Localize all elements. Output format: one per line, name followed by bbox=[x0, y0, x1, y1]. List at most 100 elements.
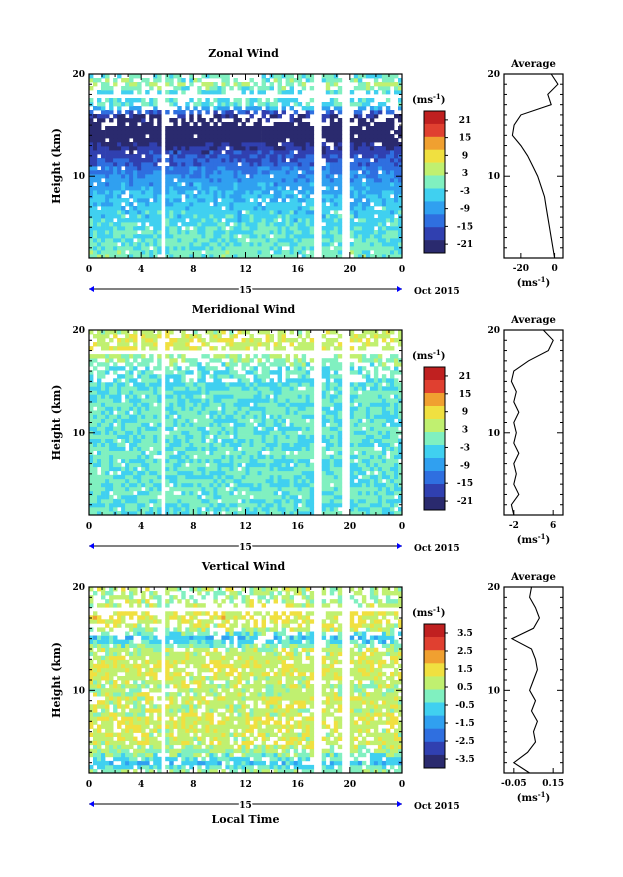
heatmap-cell bbox=[362, 186, 366, 190]
heatmap-cell bbox=[173, 126, 177, 130]
heatmap-cell bbox=[117, 142, 121, 146]
heatmap-cell bbox=[242, 471, 246, 475]
heatmap-cell bbox=[234, 354, 238, 358]
heatmap-cell bbox=[185, 182, 189, 186]
heatmap-cell bbox=[105, 447, 109, 451]
heatmap-cell bbox=[137, 459, 141, 463]
heatmap-cell bbox=[217, 214, 221, 218]
heatmap-cell bbox=[254, 82, 258, 86]
heatmap-cell bbox=[97, 202, 101, 206]
heatmap-cell bbox=[97, 394, 101, 398]
heatmap-cell bbox=[225, 394, 229, 398]
heatmap-cell bbox=[394, 182, 398, 186]
heatmap-cell bbox=[282, 218, 286, 222]
heatmap-cell bbox=[221, 431, 225, 435]
heatmap-cell bbox=[145, 190, 149, 194]
heatmap-cell bbox=[177, 346, 181, 350]
heatmap-cell bbox=[125, 491, 129, 495]
heatmap-cell bbox=[89, 467, 93, 471]
heatmap-cell bbox=[177, 447, 181, 451]
heatmap-cell bbox=[370, 178, 374, 182]
heatmap-cell bbox=[117, 246, 121, 250]
heatmap-cell bbox=[266, 346, 270, 350]
heatmap-cell bbox=[105, 246, 109, 250]
heatmap-cell bbox=[209, 487, 213, 491]
heatmap-cell bbox=[370, 214, 374, 218]
heatmap-cell bbox=[338, 238, 342, 242]
heatmap-cell bbox=[270, 162, 274, 166]
heatmap-cell bbox=[201, 202, 205, 206]
heatmap-cell bbox=[374, 210, 378, 214]
heatmap-cell bbox=[105, 394, 109, 398]
heatmap-cell bbox=[185, 410, 189, 414]
heatmap-cell bbox=[117, 483, 121, 487]
heatmap-cell bbox=[378, 122, 382, 126]
heatmap-cell bbox=[394, 90, 398, 94]
heatmap-cell bbox=[105, 114, 109, 118]
heatmap-cell bbox=[394, 222, 398, 226]
heatmap-cell bbox=[246, 398, 250, 402]
heatmap-cell bbox=[201, 471, 205, 475]
heatmap-cell bbox=[213, 423, 217, 427]
heatmap-cell bbox=[270, 459, 274, 463]
heatmap-cell bbox=[225, 246, 229, 250]
heatmap-cell bbox=[217, 374, 221, 378]
heatmap-cell bbox=[141, 186, 145, 190]
heatmap-cell bbox=[169, 150, 173, 154]
heatmap-cell bbox=[193, 198, 197, 202]
heatmap-cell bbox=[290, 471, 294, 475]
heatmap-cell bbox=[229, 218, 233, 222]
heatmap-cell bbox=[165, 479, 169, 483]
heatmap-cell bbox=[209, 102, 213, 106]
heatmap-cell bbox=[109, 178, 113, 182]
heatmap-cell bbox=[197, 126, 201, 130]
heatmap-cell bbox=[290, 218, 294, 222]
heatmap-cell bbox=[185, 439, 189, 443]
heatmap-cell bbox=[234, 250, 238, 254]
heatmap-cell bbox=[286, 402, 290, 406]
heatmap-cell bbox=[125, 431, 129, 435]
heatmap-cell bbox=[149, 390, 153, 394]
heatmap-cell bbox=[254, 158, 258, 162]
heatmap-cell bbox=[306, 150, 310, 154]
heatmap-cell bbox=[145, 374, 149, 378]
heatmap-cell bbox=[258, 98, 262, 102]
heatmap-cell bbox=[157, 358, 161, 362]
heatmap-cell bbox=[374, 154, 378, 158]
heatmap-cell bbox=[149, 398, 153, 402]
heatmap-cell bbox=[149, 110, 153, 114]
heatmap-cell bbox=[286, 390, 290, 394]
heatmap-cell bbox=[141, 166, 145, 170]
heatmap-cell bbox=[310, 142, 314, 146]
heatmap-cell bbox=[282, 250, 286, 254]
heatmap-cell bbox=[274, 406, 278, 410]
heatmap-cell bbox=[290, 78, 294, 82]
heatmap-cell bbox=[173, 202, 177, 206]
heatmap-cell bbox=[306, 138, 310, 142]
heatmap-cell bbox=[125, 198, 129, 202]
heatmap-cell bbox=[238, 166, 242, 170]
heatmap-cell bbox=[213, 406, 217, 410]
heatmap-cell bbox=[246, 455, 250, 459]
heatmap-cell bbox=[193, 186, 197, 190]
heatmap-cell bbox=[181, 114, 185, 118]
heatmap-cell bbox=[197, 226, 201, 230]
heatmap-cell bbox=[113, 146, 117, 150]
heatmap-cell bbox=[141, 415, 145, 419]
heatmap-cell bbox=[101, 431, 105, 435]
heatmap-cell bbox=[386, 198, 390, 202]
heatmap-cell bbox=[141, 503, 145, 507]
heatmap-cell bbox=[145, 366, 149, 370]
heatmap-cell bbox=[262, 182, 266, 186]
heatmap-cell bbox=[189, 503, 193, 507]
heatmap-cell bbox=[274, 122, 278, 126]
heatmap-cell bbox=[246, 431, 250, 435]
heatmap-cell bbox=[93, 410, 97, 414]
heatmap-cell bbox=[366, 194, 370, 198]
heatmap-cell bbox=[229, 242, 233, 246]
heatmap-cell bbox=[213, 82, 217, 86]
heatmap-cell bbox=[217, 250, 221, 254]
heatmap-cell bbox=[185, 390, 189, 394]
heatmap-cell bbox=[238, 118, 242, 122]
heatmap-cell bbox=[169, 182, 173, 186]
